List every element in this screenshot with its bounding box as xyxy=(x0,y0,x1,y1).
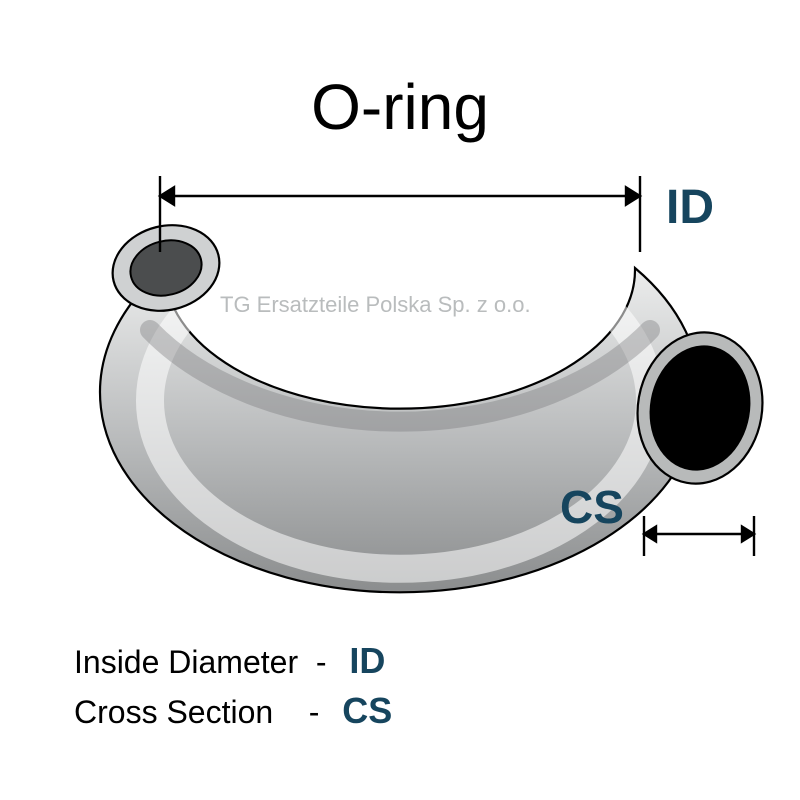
label-cs: CS xyxy=(560,480,624,534)
stage: O-ring xyxy=(0,0,800,800)
legend: Inside Diameter - ID Cross Section - CS xyxy=(74,640,392,740)
legend-row-id: Inside Diameter - ID xyxy=(74,640,392,682)
legend-row-cs: Cross Section - CS xyxy=(74,690,392,732)
dimension-id xyxy=(160,176,640,252)
label-id: ID xyxy=(666,180,714,235)
legend-term: Inside Diameter - xyxy=(74,644,335,681)
dimension-cs xyxy=(644,516,754,556)
legend-abbr: ID xyxy=(349,640,385,682)
legend-term: Cross Section - xyxy=(74,694,328,731)
legend-abbr: CS xyxy=(342,690,392,732)
watermark-text: TG Ersatzteile Polska Sp. z o.o. xyxy=(220,292,531,318)
